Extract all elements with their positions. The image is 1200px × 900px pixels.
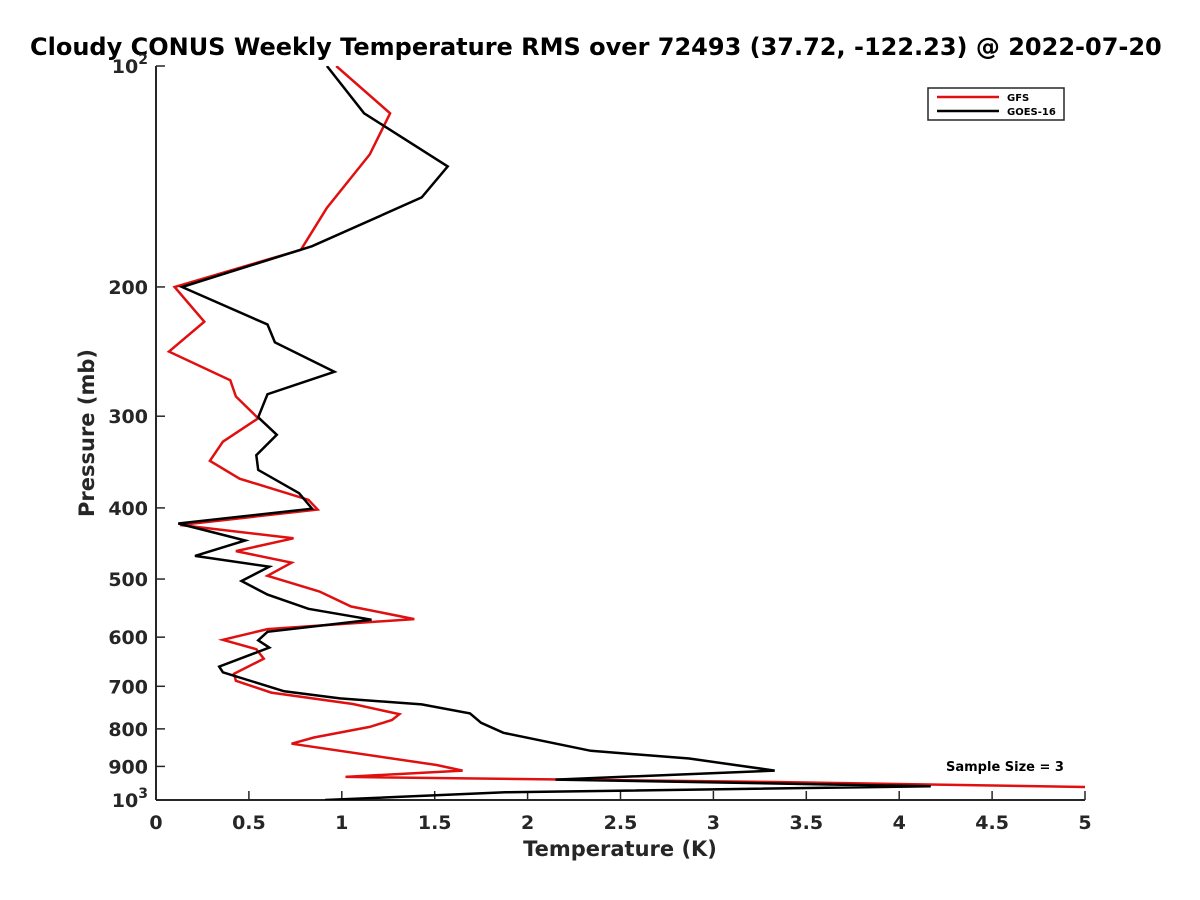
y-tick-label: 600 [108, 627, 148, 649]
y-tick-label: 200 [108, 277, 148, 299]
y-tick-label: 103 [112, 786, 148, 812]
y-tick-label: 700 [108, 676, 148, 698]
x-tick-label: 3.5 [789, 812, 823, 834]
x-tick-label: 2.5 [604, 812, 638, 834]
x-tick-label: 0 [149, 812, 162, 834]
y-tick-label: 400 [108, 498, 148, 520]
legend-label: GOES-16 [1007, 107, 1056, 118]
series-line-gfs [166, 66, 1086, 789]
y-tick-label: 800 [108, 719, 148, 741]
y-tick-label: 300 [108, 406, 148, 428]
x-axis-label: Temperature (K) [523, 837, 717, 861]
y-tick-base: 10 [112, 56, 138, 78]
series-lines [166, 66, 1086, 800]
x-tick-label: 3 [707, 812, 720, 834]
sample-size-annotation: Sample Size = 3 [946, 760, 1064, 775]
axes: 0 0.5 1 1.5 2 2.5 3 3.5 4 4.5 51022003004005006007… [108, 52, 1091, 834]
series-line-goes-16 [177, 66, 931, 800]
legend-box [927, 87, 1065, 121]
y-tick-label: 900 [108, 756, 148, 778]
x-tick-label: 4.5 [975, 812, 1009, 834]
y-tick-label: 500 [108, 569, 148, 591]
y-axis-label: Pressure (mb) [75, 349, 99, 517]
chart-title: Cloudy CONUS Weekly Temperature RMS over… [30, 33, 1162, 61]
x-tick-label: 1 [335, 812, 348, 834]
x-tick-label: 5 [1078, 812, 1091, 834]
x-tick-label: 0.5 [232, 812, 266, 834]
x-tick-label: 2 [521, 812, 534, 834]
legend: GFS GOES-16 [927, 87, 1065, 121]
y-tick-exponent: 2 [138, 52, 148, 68]
x-tick-label: 4 [893, 812, 906, 834]
y-tick-base: 10 [112, 790, 138, 812]
y-tick-exponent: 3 [138, 786, 148, 802]
legend-label: GFS [1007, 93, 1029, 104]
y-tick-label: 102 [112, 52, 148, 78]
x-tick-label: 1.5 [418, 812, 452, 834]
